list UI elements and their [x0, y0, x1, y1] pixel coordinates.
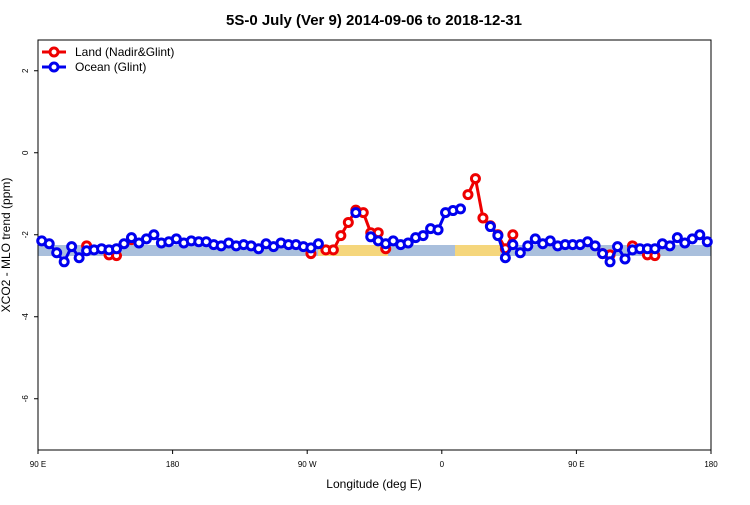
- chart-title: 5S-0 July (Ver 9) 2014-09-06 to 2018-12-…: [226, 12, 522, 29]
- series-point: [612, 241, 624, 253]
- legend-marker: [48, 46, 60, 58]
- series-point: [522, 240, 534, 252]
- series-point: [125, 232, 137, 244]
- series-point: [604, 256, 616, 268]
- series-point: [477, 212, 489, 224]
- series-point: [462, 189, 474, 201]
- series-point: [350, 207, 362, 219]
- series: [36, 203, 713, 268]
- legend-label: Ocean (Glint): [75, 60, 146, 74]
- series-point: [589, 240, 601, 252]
- series-point: [58, 256, 70, 268]
- y-axis-label: XCO2 - MLO trend (ppm): [0, 178, 13, 313]
- series-point: [66, 241, 78, 253]
- series-point: [111, 243, 123, 255]
- series-point: [484, 221, 496, 233]
- x-tick-label: 90 E: [30, 460, 46, 469]
- series-point: [335, 230, 347, 242]
- series-point: [507, 239, 519, 251]
- y-tick-label: -4: [21, 313, 30, 321]
- series-point: [454, 203, 466, 215]
- legend-marker: [48, 61, 60, 73]
- series-point: [544, 235, 556, 247]
- x-tick-label: 180: [704, 460, 718, 469]
- series-point: [529, 233, 541, 245]
- series-point: [253, 243, 265, 255]
- series-point: [417, 230, 429, 242]
- legend-label: Land (Nadir&Glint): [75, 45, 174, 59]
- x-tick-label: 90 E: [568, 460, 584, 469]
- series-point: [664, 240, 676, 252]
- y-tick-label: 0: [21, 150, 30, 155]
- series-point: [694, 229, 706, 241]
- y-tick-label: -6: [21, 395, 30, 403]
- series-point: [402, 237, 414, 249]
- x-tick-label: 0: [440, 460, 445, 469]
- series-point: [671, 232, 683, 244]
- series-point: [499, 252, 511, 264]
- series-point: [432, 224, 444, 236]
- series-point: [649, 243, 661, 255]
- series-point: [327, 244, 339, 256]
- series-point: [507, 229, 519, 241]
- series-point: [148, 229, 160, 241]
- legend: Land (Nadir&Glint)Ocean (Glint): [42, 45, 174, 74]
- series-point: [469, 173, 481, 185]
- series-point: [118, 238, 130, 250]
- series-point: [492, 230, 504, 242]
- x-axis-label: Longitude (deg E): [326, 477, 421, 491]
- series-point: [619, 253, 631, 265]
- land-band: [318, 245, 388, 256]
- x-tick-label: 90 W: [298, 460, 317, 469]
- series-line: [466, 173, 515, 252]
- series-point: [701, 236, 713, 248]
- x-tick-label: 180: [166, 460, 180, 469]
- series-point: [73, 252, 85, 264]
- series-point: [514, 247, 526, 259]
- series-point: [342, 216, 354, 228]
- series-point: [597, 248, 609, 260]
- y-tick-label: -2: [21, 231, 30, 239]
- y-tick-label: 2: [21, 68, 30, 73]
- land-band: [455, 245, 500, 256]
- series-point: [43, 238, 55, 250]
- series-point: [51, 247, 63, 259]
- series-point: [312, 238, 324, 250]
